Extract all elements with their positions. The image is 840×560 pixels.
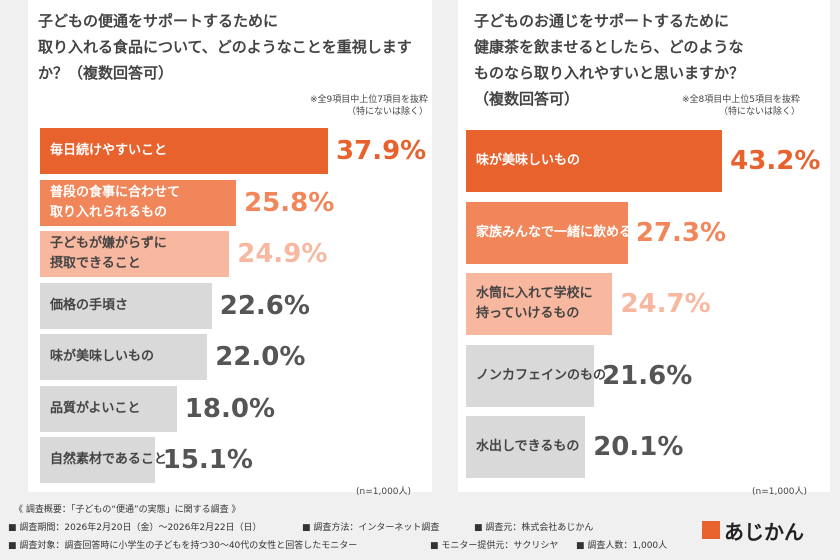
footer-item: 調査期間：2026年2月20日（金）〜2026年2月22日（日） (8, 520, 261, 533)
chart-title: 子どもの便通をサポートするために 取り入れる食品について、どのようなことを重視し… (38, 12, 412, 82)
value-label: 18.0% (184, 393, 275, 424)
note: ※全8項目中上位5項目を抜粋 （特にないは除く） (682, 95, 800, 117)
bar (466, 201, 628, 264)
category-label: 水筒に入れて学校に 持っていけるもの (476, 286, 593, 321)
bar (40, 385, 177, 432)
value-label: 15.1% (162, 445, 253, 475)
note: ※全9項目中上位7項目を抜粋 （特にないは除く） (310, 95, 428, 117)
footer-item: 調査方法：インターネット調査 (302, 520, 439, 533)
category-label: 品質がよいこと (50, 400, 141, 416)
category-label: 毎日続けやすいこと (50, 143, 168, 158)
value-label: 21.6% (602, 360, 693, 391)
value-label: 27.3% (635, 217, 727, 248)
category-label: 水出しできるもの (476, 439, 580, 454)
category-label: 自然素材であること (50, 452, 167, 467)
category-label: ノンカフェインのもの (476, 367, 607, 383)
category-label: 価格の手頃さ (50, 297, 129, 313)
category-label: 家族みんなで一緒に飲めるもの (476, 224, 659, 240)
bar (466, 273, 613, 335)
footer-item: 調査対象：調査回答時に小学生の子どもを持つ30〜40代の女性と回答したモニター (8, 538, 357, 551)
category-label: 子どもが嫌がらずに 摂取できること (50, 236, 167, 271)
value-label: 24.9% (237, 239, 328, 269)
chart-title: 子どものお通じをサポートするために 健康茶を飲ませるとしたら、どのような ものな… (474, 12, 745, 108)
bar (40, 437, 155, 483)
footer-item: モニター提供元：サクリシヤ (430, 538, 558, 551)
footer-item: 調査元：株式会社あじかん (474, 520, 593, 533)
bar (40, 128, 329, 174)
sample-size: (n=1,000人) (752, 487, 808, 497)
bar (466, 130, 723, 192)
bar (466, 416, 586, 478)
value-label: 24.7% (620, 289, 711, 319)
category-label: 味が美味しいもの (476, 153, 581, 168)
value-label: 22.6% (219, 290, 310, 321)
logo-icon (702, 521, 720, 539)
category-label: 味が美味しいもの (50, 349, 155, 364)
bar (466, 344, 595, 407)
footer-heading: 《 調査概要：「子どもの“便通”の実態」に関する調査 》 (14, 505, 241, 515)
footer-item: 調査人数：1,000人 (576, 538, 667, 551)
value-label: 22.0% (215, 342, 306, 372)
bar (40, 231, 230, 277)
value-label: 20.1% (593, 432, 684, 462)
bar (40, 334, 208, 380)
sample-size: (n=1,000人) (356, 487, 412, 497)
bar (40, 282, 212, 329)
value-label: 43.2% (730, 146, 821, 176)
logo: あじかん (724, 520, 804, 544)
value-label: 25.8% (244, 187, 335, 218)
bar (40, 179, 237, 226)
value-label: 37.9% (336, 136, 427, 166)
category-label: 普段の食事に合わせて 取り入れられるもの (50, 184, 181, 220)
